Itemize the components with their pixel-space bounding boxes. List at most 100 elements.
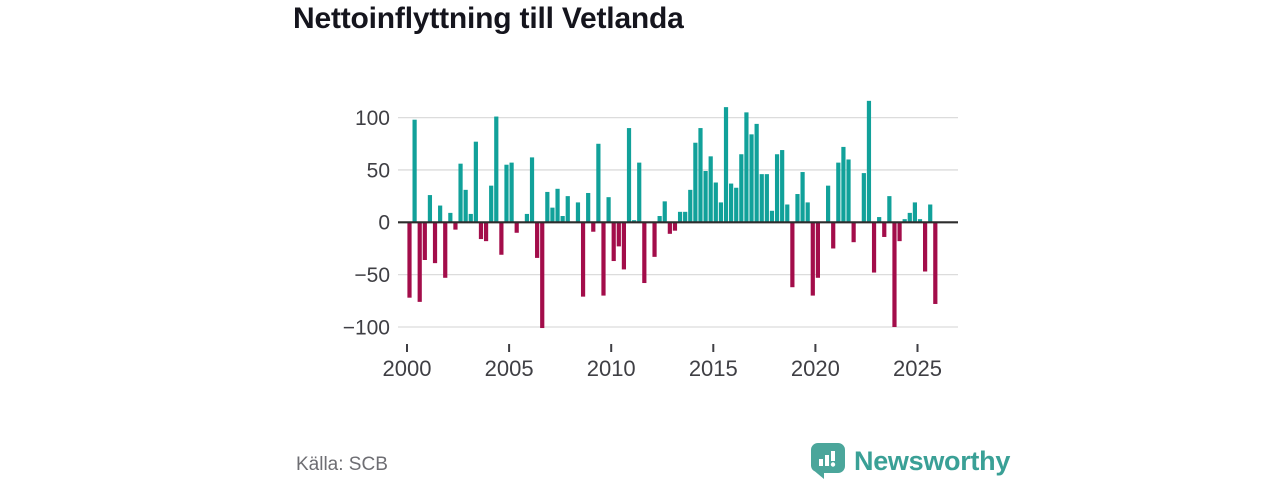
bar-2001 Q2 xyxy=(432,222,438,264)
bar-2025 Q4 xyxy=(933,222,938,304)
bar-2025 Q2 xyxy=(923,222,928,272)
bar-2019 Q1 xyxy=(795,194,800,223)
bar-2001 Q4 xyxy=(443,222,448,278)
bar-2017 Q4 xyxy=(769,210,775,223)
bar-2000 Q2 xyxy=(412,119,417,223)
bar-2021 Q2 xyxy=(841,146,846,223)
bar-2003 Q3 xyxy=(478,222,484,240)
bar-2024 Q3 xyxy=(907,212,912,223)
bar-2015 Q2 xyxy=(718,202,724,223)
bar-2011 Q3 xyxy=(642,222,647,284)
bar-2023 Q2 xyxy=(882,222,887,237)
bar-2014 Q3 xyxy=(703,170,708,223)
bar-2018 Q1 xyxy=(774,154,780,223)
bar-2009 Q1 xyxy=(591,222,596,232)
bar-2013 Q3 xyxy=(683,211,688,223)
bar-2000 Q1 xyxy=(407,222,412,298)
y-tick-label-50: 50 xyxy=(367,159,390,182)
chart-title: Nettoinflyttning till Vetlanda xyxy=(293,2,684,35)
bar-2019 Q2 xyxy=(800,172,805,223)
bar-2015 Q4 xyxy=(729,183,734,223)
x-tick-label-2000: 2000 xyxy=(383,356,432,381)
bar-2002 Q1 xyxy=(448,212,453,223)
bar-2023 Q1 xyxy=(877,217,882,223)
bar-2008 Q2 xyxy=(575,202,581,223)
bar-2010 Q2 xyxy=(616,222,621,247)
bar-2021 Q3 xyxy=(846,159,851,223)
bar-2003 Q2 xyxy=(473,141,478,223)
bar-2022 Q2 xyxy=(861,173,866,223)
bar-2002 Q2 xyxy=(453,222,458,230)
bar-2024 Q2 xyxy=(902,219,907,223)
bar-2009 Q4 xyxy=(606,197,611,223)
bar-2012 Q3 xyxy=(662,201,667,223)
bar-2017 Q2 xyxy=(759,174,764,223)
bar-2017 Q3 xyxy=(764,174,769,223)
bar-2020 Q4 xyxy=(831,222,836,249)
bar-2000 Q4 xyxy=(422,222,427,260)
bar-2017 Q1 xyxy=(754,123,759,223)
bar-2016 Q2 xyxy=(739,154,744,223)
newsworthy-logo-icon xyxy=(811,443,845,479)
y-tick-label--100: −100 xyxy=(343,316,390,339)
bar-2015 Q1 xyxy=(713,182,718,223)
bar-2003 Q1 xyxy=(468,213,473,223)
bar-2024 Q1 xyxy=(897,222,902,242)
bar-2023 Q4 xyxy=(892,222,897,327)
bar-2010 Q1 xyxy=(611,222,616,262)
x-tick-label-2010: 2010 xyxy=(587,356,636,381)
bar-2001 Q1 xyxy=(427,195,433,223)
bar-2009 Q2 xyxy=(596,143,601,223)
bar-2000 Q3 xyxy=(417,222,422,302)
newsworthy-logo: Newsworthy xyxy=(810,442,1010,480)
bar-2018 Q2 xyxy=(780,150,785,223)
bar-2006 Q2 xyxy=(535,222,540,258)
x-tick-label-2025: 2025 xyxy=(893,356,942,381)
bar-2007 Q1 xyxy=(550,207,555,223)
bar-2012 Q1 xyxy=(652,222,657,257)
bar-2009 Q3 xyxy=(601,222,606,296)
bar-2014 Q2 xyxy=(698,128,703,223)
bar-2019 Q3 xyxy=(805,202,810,223)
bar-2007 Q3 xyxy=(560,216,565,223)
bar-2014 Q1 xyxy=(693,142,698,223)
bar-2021 Q1 xyxy=(836,162,841,223)
bar-2005 Q2 xyxy=(514,222,519,233)
source-label: Källa: SCB xyxy=(296,454,388,475)
bar-2007 Q2 xyxy=(555,188,560,223)
bar-2023 Q3 xyxy=(887,196,892,223)
bar-2016 Q1 xyxy=(734,187,739,223)
newsworthy-logo-text: Newsworthy xyxy=(854,445,1011,476)
bar-2011 Q2 xyxy=(637,162,642,223)
y-tick-label--50: −50 xyxy=(354,264,390,287)
bar-2004 Q2 xyxy=(494,116,499,223)
bar-2013 Q4 xyxy=(688,189,693,223)
y-tick-label-0: 0 xyxy=(378,212,390,235)
bar-2004 Q3 xyxy=(499,222,504,255)
bar-2001 Q3 xyxy=(438,205,443,223)
bar-2016 Q4 xyxy=(749,134,754,223)
bar-2006 Q4 xyxy=(545,191,550,223)
bar-2010 Q3 xyxy=(621,222,627,270)
bar-2010 Q4 xyxy=(626,128,632,223)
x-tick-label-2005: 2005 xyxy=(485,356,534,381)
bar-2024 Q4 xyxy=(912,202,917,223)
bar-2012 Q2 xyxy=(657,216,662,223)
bar-2004 Q4 xyxy=(504,164,509,223)
bar-2022 Q3 xyxy=(866,100,872,223)
bar-2008 Q4 xyxy=(586,192,591,223)
bar-2021 Q4 xyxy=(851,222,856,243)
bar-2002 Q4 xyxy=(463,189,468,223)
bar-2014 Q4 xyxy=(708,156,713,223)
y-tick-label-100: 100 xyxy=(355,107,390,130)
bar-2007 Q4 xyxy=(565,196,570,223)
bar-2013 Q2 xyxy=(677,211,683,223)
bar-2015 Q3 xyxy=(723,107,729,223)
bar-2016 Q3 xyxy=(744,112,749,223)
bar-2005 Q1 xyxy=(509,162,514,223)
bar-2025 Q3 xyxy=(928,204,933,223)
bar-2002 Q3 xyxy=(458,163,463,223)
bar-2013 Q1 xyxy=(672,222,678,231)
bar-2020 Q3 xyxy=(826,185,831,223)
